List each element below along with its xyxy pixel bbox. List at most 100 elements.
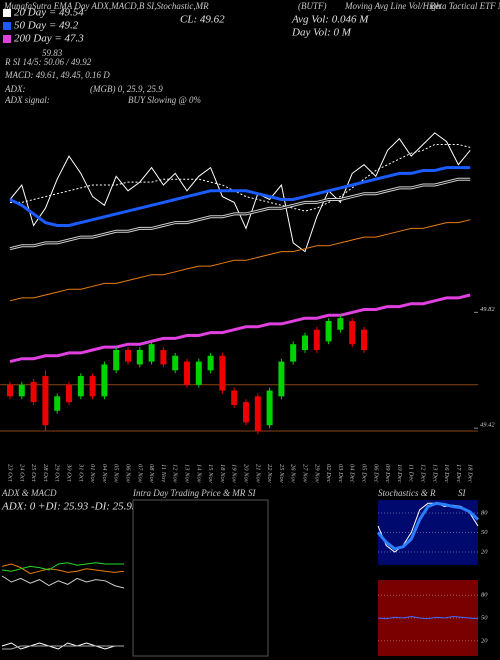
info-text: CL: 49.62	[180, 14, 225, 26]
candle-body	[7, 384, 13, 397]
candle-body	[266, 390, 273, 426]
panel-title: ADX & MACD	[1, 488, 57, 498]
candle-body	[207, 355, 214, 371]
x-tick-label: 25 Nov	[278, 464, 285, 483]
y-tick-label: 80	[481, 592, 488, 599]
x-tick-label: 02 Dec	[325, 464, 332, 483]
x-tick-label: 01 Nov	[89, 464, 96, 483]
info-text: (BUTF)	[298, 1, 327, 11]
x-tick-label: 25 Oct	[30, 464, 37, 482]
candle-body	[278, 361, 285, 397]
legend-swatch	[3, 9, 11, 17]
info-text: (MGB) 0, 25.9, 25.9	[90, 84, 163, 94]
candle-body	[325, 321, 332, 342]
line	[9, 293, 471, 364]
x-tick-label: 05 Nov	[113, 464, 120, 483]
x-tick-label: 16 Dec	[443, 464, 450, 483]
candle-body	[195, 361, 202, 385]
x-tick-label: 20 Nov	[243, 464, 250, 483]
line	[2, 645, 124, 650]
candle-body	[349, 321, 356, 345]
candle-body	[172, 355, 179, 371]
panel-title-tail: SI	[248, 488, 257, 498]
info-text: MACD: 49.61, 49.45, 0.16 D	[4, 70, 110, 80]
x-tick-label: 13 Nov	[184, 464, 191, 483]
x-tick-label: 18 Nov	[219, 464, 226, 483]
legend-label: 200 Day = 47.3	[14, 33, 84, 45]
x-tick-label: 12 Nov	[172, 464, 179, 483]
candle-body	[290, 344, 297, 362]
ma-line	[9, 178, 471, 250]
info-text: Day Vol: 0 M	[291, 27, 352, 39]
legend-swatch	[3, 22, 11, 30]
x-tick-label: 06 Nov	[125, 464, 132, 483]
x-tick-label: 11 Dec	[408, 464, 415, 482]
line	[377, 615, 479, 620]
panel-background	[378, 500, 478, 565]
x-tick-label: 06 Dec	[372, 464, 379, 483]
line	[10, 144, 471, 212]
candle-body	[66, 384, 72, 403]
info-text: R SI 14/5: 50.06 / 49.92	[4, 57, 92, 67]
candle-body	[42, 376, 49, 426]
info-text: Avg Vol: 0.046 M	[291, 14, 369, 26]
x-tick-label: 17 Dec	[455, 464, 462, 483]
x-tick-label: 24 Oct	[18, 464, 25, 482]
x-tick-label: 28 Oct	[42, 464, 49, 482]
x-tick-label: 18 Dec	[467, 464, 474, 483]
candle-body	[254, 396, 261, 432]
x-tick-label: 12 Dec	[420, 464, 427, 483]
info-text: ADX:	[4, 84, 26, 94]
x-tick-label: 19 Nov	[231, 464, 238, 483]
panel-title: Stochastics & R	[378, 488, 436, 498]
candle-body	[184, 361, 190, 385]
x-tick-label: 23 Oct	[7, 464, 14, 482]
info-text: MunafaSutra EMA Day ADX,MACD,B SI,Stocha…	[3, 1, 209, 11]
y-tick-label: 50	[481, 614, 488, 621]
x-tick-label: 22 Nov	[266, 464, 273, 483]
panel-subtitle: ADX: 0 +DI: 25.93 -DI: 25.93	[1, 501, 138, 513]
x-tick-label: 29 Nov	[313, 464, 320, 483]
y-tick-label: 49.42	[480, 422, 495, 429]
y-tick-label: 80	[481, 509, 488, 516]
info-text: Moving Avg Line Vol/High	[344, 1, 441, 11]
candle-body	[136, 350, 143, 365]
info-text: ADX signal:	[4, 95, 50, 105]
panel-background	[378, 580, 478, 656]
x-tick-label: 30 Oct	[66, 463, 73, 482]
candle-body	[101, 364, 108, 397]
x-tick-label: 14 Nov	[195, 464, 202, 483]
x-tick-label: 04 Dec	[349, 464, 356, 483]
candle-body	[160, 350, 167, 365]
candle-body	[125, 350, 131, 362]
candle-body	[30, 381, 37, 403]
x-tick-label: 07 Nov	[136, 464, 143, 483]
candle-body	[89, 376, 96, 397]
legend-label: 20 Day = 49.54	[14, 7, 84, 19]
candle-body	[113, 350, 120, 371]
x-tick-label: 13 Dec	[431, 464, 438, 483]
y-tick-label: 20	[481, 637, 488, 644]
line	[9, 166, 471, 227]
x-tick-label: 03 Dec	[337, 464, 344, 483]
candle-body	[77, 376, 84, 397]
line	[9, 219, 471, 302]
legend-label: 50 Day = 49.2	[14, 20, 79, 32]
y-tick-label: 20	[481, 548, 488, 555]
candle-body	[337, 318, 344, 330]
x-tick-label: 21 Nov	[254, 464, 261, 483]
y-tick-label: 50	[481, 529, 488, 536]
x-tick-label: 11 Nov	[160, 464, 167, 482]
info-text: BUY Slowing @ 0%	[128, 95, 201, 105]
candle-body	[243, 402, 249, 423]
x-tick-label: 15 Nov	[207, 464, 214, 483]
candle-body	[148, 344, 155, 362]
x-tick-label: 10 Dec	[396, 464, 403, 483]
panel-title-tail: SI	[458, 488, 467, 498]
candle-body	[313, 329, 320, 350]
candle-body	[219, 355, 226, 391]
legend-swatch	[3, 35, 11, 43]
x-tick-label: 05 Dec	[361, 464, 368, 483]
candle-body	[231, 390, 238, 405]
